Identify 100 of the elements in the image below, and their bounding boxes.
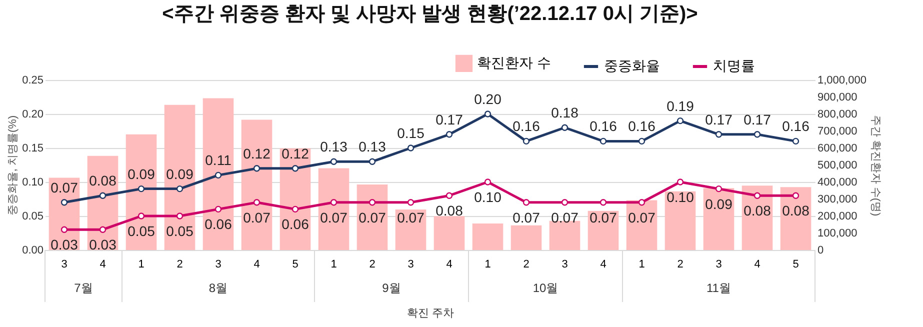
data-label: 0.07 xyxy=(320,209,348,226)
data-label: 0.08 xyxy=(89,172,117,189)
point xyxy=(253,165,260,172)
data-label: 0.06 xyxy=(282,216,310,232)
data-label: 0.07 xyxy=(50,179,78,196)
x-tick-label: 5 xyxy=(292,258,298,270)
data-label: 0.10 xyxy=(474,189,502,205)
point xyxy=(60,199,68,206)
data-label: 0.12 xyxy=(243,145,271,162)
y2-tick-label: 900,000 xyxy=(818,92,858,104)
bar xyxy=(780,187,812,250)
point xyxy=(176,185,184,192)
x-tick-label: 4 xyxy=(446,258,452,270)
data-label: 0.09 xyxy=(166,166,194,182)
y2-tick-label: 0 xyxy=(818,244,824,256)
data-label: 0.03 xyxy=(50,236,78,253)
x-tick-label: 4 xyxy=(100,258,106,270)
text: 11월 xyxy=(706,281,731,295)
x-tick-label: 3 xyxy=(61,258,68,270)
y-tick-label: 0.20 xyxy=(22,108,44,120)
point xyxy=(368,158,376,165)
point xyxy=(484,178,492,186)
point xyxy=(292,206,299,213)
x-tick-label: 1 xyxy=(138,258,144,270)
point xyxy=(138,185,145,192)
text: 8월 xyxy=(208,281,228,295)
point xyxy=(407,144,414,152)
data-label: 0.13 xyxy=(358,138,386,155)
y-tick-label: 0.25 xyxy=(22,74,44,86)
data-label: 0.20 xyxy=(474,91,502,107)
bar xyxy=(703,188,734,250)
point xyxy=(446,192,453,199)
data-label: 0.03 xyxy=(89,236,117,253)
text: 9월 xyxy=(382,281,401,295)
x-tick-label: 4 xyxy=(600,258,606,270)
point xyxy=(638,199,646,206)
point xyxy=(600,138,607,145)
y-tick-label: 0.00 xyxy=(22,244,44,256)
point xyxy=(715,131,722,138)
x-tick-label: 2 xyxy=(677,258,684,270)
x-tick-label: 1 xyxy=(484,258,491,270)
data-label: 0.15 xyxy=(397,125,425,141)
data-label: 0.16 xyxy=(628,118,656,134)
data-label: 0.16 xyxy=(512,118,540,134)
point xyxy=(99,226,106,233)
text: 10월 xyxy=(532,281,558,295)
legend-label: 확진환자 수 xyxy=(477,54,551,70)
data-label: 0.17 xyxy=(744,111,772,128)
point xyxy=(561,199,568,206)
data-label: 0.08 xyxy=(744,202,772,219)
x-tick-label: 3 xyxy=(716,258,722,270)
data-label: 0.07 xyxy=(358,209,386,226)
y2-tick-label: 700,000 xyxy=(818,126,858,138)
point xyxy=(715,185,722,192)
bar xyxy=(318,168,350,250)
data-label: 0.07 xyxy=(397,209,425,226)
bar xyxy=(164,104,196,250)
y2-tick-label: 100,000 xyxy=(818,228,858,240)
point xyxy=(446,131,453,138)
data-label: 0.07 xyxy=(551,209,579,226)
bar xyxy=(202,98,234,250)
data-label: 0.19 xyxy=(666,98,694,114)
data-label: 0.07 xyxy=(243,209,271,226)
bar xyxy=(126,134,157,250)
x-tick-label: 3 xyxy=(215,258,222,270)
data-label: 0.08 xyxy=(436,202,464,219)
y2-tick-label: 800,000 xyxy=(818,108,858,120)
bar xyxy=(434,216,465,250)
x-tick-label: 5 xyxy=(792,258,799,270)
x-tick-label: 4 xyxy=(754,258,760,270)
point xyxy=(214,172,222,179)
y-axis-title: 중증화율, 치명률(%) xyxy=(7,115,20,216)
point xyxy=(330,158,338,165)
data-label: 0.13 xyxy=(320,138,348,155)
bar xyxy=(472,223,504,250)
point xyxy=(138,212,145,220)
bar xyxy=(588,210,619,250)
y-tick-label: 0.15 xyxy=(22,142,44,154)
y2-tick-label: 300,000 xyxy=(818,194,858,206)
point xyxy=(754,131,761,138)
point xyxy=(792,138,800,145)
x-axis-title: 확진 주차 xyxy=(406,308,454,320)
point xyxy=(176,212,184,220)
data-label: 0.12 xyxy=(282,145,310,162)
chart-title: <주간 위중증 환자 및 사망자 발생 현황(’22.12.17 0시 기준)> xyxy=(162,3,698,25)
data-label: 0.07 xyxy=(628,209,656,226)
point xyxy=(638,138,646,145)
point xyxy=(368,199,376,206)
bar xyxy=(241,120,272,250)
y-tick-label: 0.10 xyxy=(22,176,44,188)
y2-tick-label: 600,000 xyxy=(818,142,858,154)
data-label: 0.16 xyxy=(590,118,618,134)
bar xyxy=(395,210,426,250)
data-label: 0.07 xyxy=(590,209,618,226)
bar xyxy=(280,148,311,250)
y2-tick-label: 400,000 xyxy=(818,176,858,188)
point xyxy=(600,199,607,206)
point xyxy=(292,165,299,172)
point xyxy=(754,192,761,199)
data-label: 0.16 xyxy=(782,118,810,134)
